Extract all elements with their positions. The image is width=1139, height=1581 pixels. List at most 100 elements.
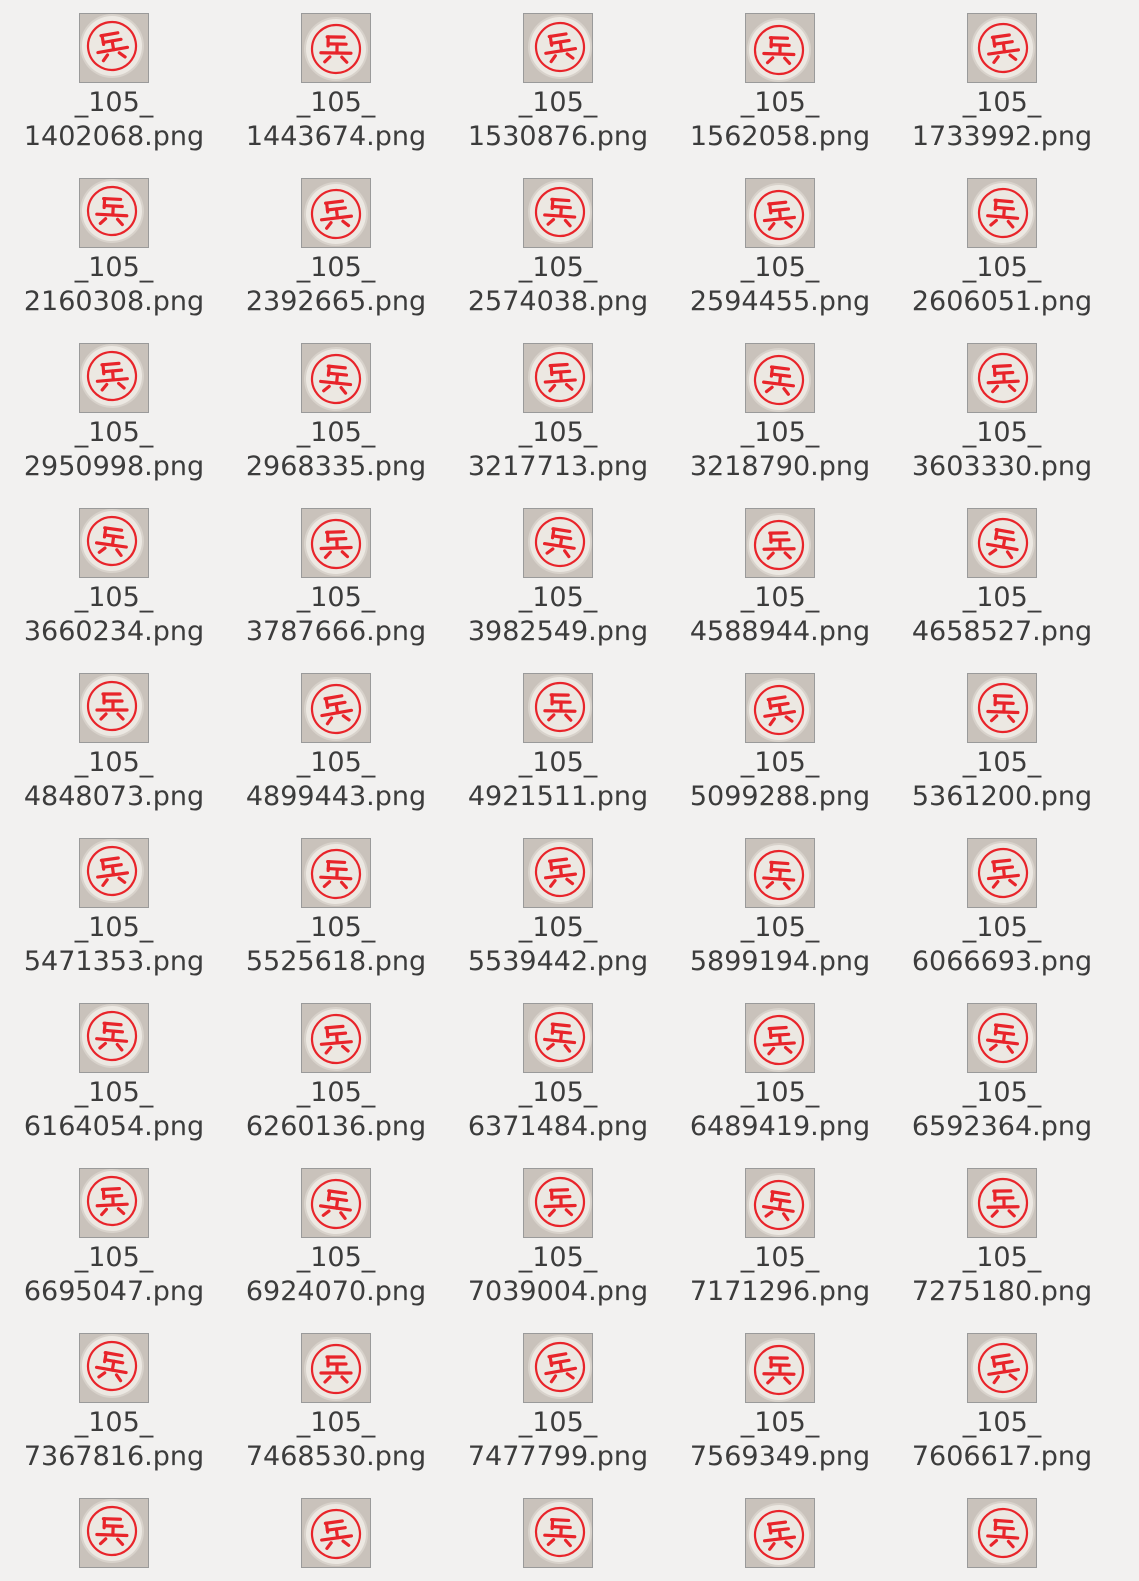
file-thumbnail[interactable]	[967, 838, 1037, 908]
file-item[interactable]: _105_ 4848073.png	[3, 659, 225, 819]
file-item[interactable]: _105_ 7477799.png	[447, 1319, 669, 1479]
file-thumbnail[interactable]	[301, 13, 371, 83]
file-item[interactable]: _105_ 6371484.png	[447, 989, 669, 1149]
file-thumbnail[interactable]	[79, 1003, 149, 1073]
file-thumbnail[interactable]	[745, 673, 815, 743]
file-item[interactable]: _105_ 2968335.png	[225, 329, 447, 489]
file-thumbnail[interactable]	[967, 1168, 1037, 1238]
file-thumbnail[interactable]	[523, 673, 593, 743]
file-thumbnail[interactable]	[745, 1003, 815, 1073]
file-item[interactable]: _105_ 1530876.png	[447, 0, 669, 159]
file-item[interactable]: _105_ 1443674.png	[225, 0, 447, 159]
file-item[interactable]: _105_ 5361200.png	[891, 659, 1113, 819]
file-thumbnail[interactable]	[301, 1003, 371, 1073]
file-thumbnail[interactable]	[967, 343, 1037, 413]
file-item[interactable]	[891, 1484, 1113, 1581]
file-item[interactable]: _105_ 2392665.png	[225, 164, 447, 324]
file-thumbnail[interactable]	[523, 1168, 593, 1238]
file-thumbnail[interactable]	[79, 1333, 149, 1403]
file-thumbnail[interactable]	[79, 13, 149, 83]
file-thumbnail[interactable]	[79, 178, 149, 248]
file-thumbnail[interactable]	[301, 1498, 371, 1568]
file-item[interactable]: _105_ 5539442.png	[447, 824, 669, 984]
file-thumbnail[interactable]	[79, 343, 149, 413]
file-item[interactable]: _105_ 5899194.png	[669, 824, 891, 984]
file-thumbnail[interactable]	[523, 343, 593, 413]
file-thumbnail[interactable]	[745, 838, 815, 908]
file-item[interactable]: _105_ 1733992.png	[891, 0, 1113, 159]
file-thumbnail[interactable]	[745, 13, 815, 83]
file-item[interactable]: _105_ 3217713.png	[447, 329, 669, 489]
file-thumbnail[interactable]	[745, 343, 815, 413]
file-item[interactable]: _105_ 2606051.png	[891, 164, 1113, 324]
file-item[interactable]: _105_ 6260136.png	[225, 989, 447, 1149]
file-item[interactable]: _105_ 7367816.png	[3, 1319, 225, 1479]
file-item[interactable]: _105_ 6066693.png	[891, 824, 1113, 984]
file-thumbnail[interactable]	[523, 13, 593, 83]
file-item[interactable]: _105_ 7275180.png	[891, 1154, 1113, 1314]
file-thumbnail[interactable]	[967, 673, 1037, 743]
file-item[interactable]: _105_ 3660234.png	[3, 494, 225, 654]
file-thumbnail[interactable]	[967, 178, 1037, 248]
file-item[interactable]: _105_ 2160308.png	[3, 164, 225, 324]
file-thumbnail[interactable]	[745, 1168, 815, 1238]
file-item[interactable]: _105_ 3787666.png	[225, 494, 447, 654]
file-thumbnail[interactable]	[301, 508, 371, 578]
file-item[interactable]: _105_ 7039004.png	[447, 1154, 669, 1314]
file-item[interactable]: _105_ 4921511.png	[447, 659, 669, 819]
file-thumbnail[interactable]	[967, 1498, 1037, 1568]
file-thumbnail[interactable]	[745, 1333, 815, 1403]
file-thumbnail[interactable]	[79, 1168, 149, 1238]
file-item[interactable]	[3, 1484, 225, 1581]
file-item[interactable]: _105_ 6924070.png	[225, 1154, 447, 1314]
file-item[interactable]: _105_ 4899443.png	[225, 659, 447, 819]
file-item[interactable]: _105_ 6489419.png	[669, 989, 891, 1149]
file-thumbnail[interactable]	[79, 673, 149, 743]
file-thumbnail[interactable]	[745, 1498, 815, 1568]
file-item[interactable]: _105_ 5471353.png	[3, 824, 225, 984]
file-thumbnail[interactable]	[967, 1003, 1037, 1073]
file-thumbnail[interactable]	[523, 1333, 593, 1403]
file-item[interactable]	[225, 1484, 447, 1581]
file-thumbnail[interactable]	[79, 1498, 149, 1568]
file-item[interactable]: _105_ 6695047.png	[3, 1154, 225, 1314]
file-thumbnail[interactable]	[301, 1333, 371, 1403]
file-item[interactable]	[447, 1484, 669, 1581]
file-thumbnail[interactable]	[79, 508, 149, 578]
file-item[interactable]: _105_ 2574038.png	[447, 164, 669, 324]
file-item[interactable]: _105_ 1562058.png	[669, 0, 891, 159]
file-thumbnail[interactable]	[523, 1003, 593, 1073]
file-thumbnail[interactable]	[301, 838, 371, 908]
file-item[interactable]: _105_ 3982549.png	[447, 494, 669, 654]
file-item[interactable]: _105_ 7171296.png	[669, 1154, 891, 1314]
file-item[interactable]: _105_ 4658527.png	[891, 494, 1113, 654]
file-item[interactable]: _105_ 5099288.png	[669, 659, 891, 819]
file-item[interactable]: _105_ 2594455.png	[669, 164, 891, 324]
file-thumbnail[interactable]	[523, 838, 593, 908]
file-thumbnail[interactable]	[301, 178, 371, 248]
file-item[interactable]	[669, 1484, 891, 1581]
file-thumbnail[interactable]	[523, 1498, 593, 1568]
file-thumbnail[interactable]	[301, 343, 371, 413]
file-item[interactable]: _105_ 6592364.png	[891, 989, 1113, 1149]
file-thumbnail[interactable]	[745, 508, 815, 578]
file-item[interactable]: _105_ 7606617.png	[891, 1319, 1113, 1479]
file-item[interactable]: _105_ 6164054.png	[3, 989, 225, 1149]
file-thumbnail[interactable]	[745, 178, 815, 248]
file-thumbnail[interactable]	[967, 13, 1037, 83]
file-item[interactable]: _105_ 5525618.png	[225, 824, 447, 984]
file-item[interactable]: _105_ 2950998.png	[3, 329, 225, 489]
file-item[interactable]: _105_ 3218790.png	[669, 329, 891, 489]
file-thumbnail[interactable]	[523, 508, 593, 578]
file-item[interactable]: _105_ 3603330.png	[891, 329, 1113, 489]
file-thumbnail[interactable]	[967, 1333, 1037, 1403]
file-thumbnail[interactable]	[523, 178, 593, 248]
file-item[interactable]: _105_ 1402068.png	[3, 0, 225, 159]
file-item[interactable]: _105_ 7569349.png	[669, 1319, 891, 1479]
file-item[interactable]: _105_ 4588944.png	[669, 494, 891, 654]
file-thumbnail[interactable]	[301, 673, 371, 743]
file-item[interactable]: _105_ 7468530.png	[225, 1319, 447, 1479]
file-thumbnail[interactable]	[79, 838, 149, 908]
file-thumbnail[interactable]	[301, 1168, 371, 1238]
file-thumbnail[interactable]	[967, 508, 1037, 578]
